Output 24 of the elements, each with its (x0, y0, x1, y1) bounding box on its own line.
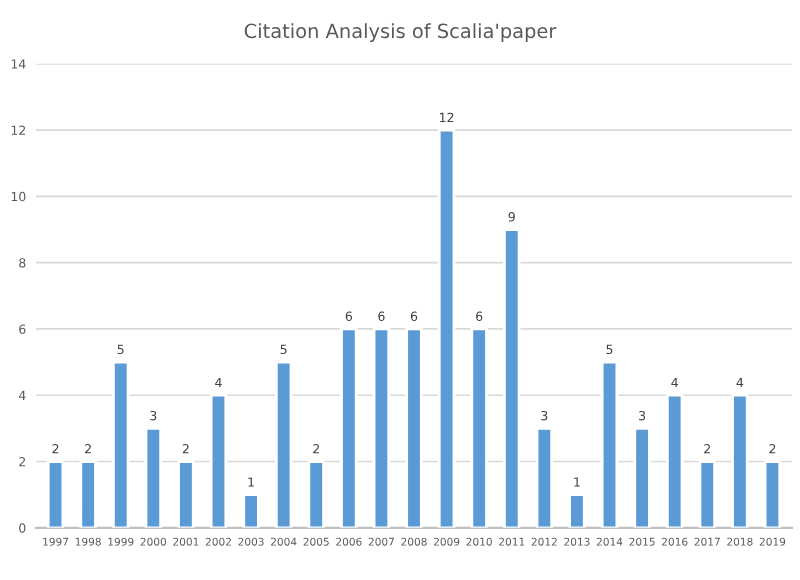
bar (242, 493, 260, 528)
bar (763, 460, 782, 528)
bar (307, 460, 325, 528)
bar (731, 393, 749, 528)
bar (46, 460, 65, 528)
bar (144, 426, 163, 528)
bar (470, 327, 488, 528)
bar (405, 327, 423, 528)
bar (177, 460, 195, 528)
bar (112, 360, 130, 528)
chart-title: Citation Analysis of Scalia'paper (244, 23, 557, 43)
bar (209, 393, 228, 528)
bar (698, 460, 716, 528)
bar (340, 327, 358, 528)
bar (503, 228, 521, 528)
bar (600, 360, 619, 528)
bar (568, 493, 586, 528)
bar (437, 128, 456, 528)
bar (372, 327, 391, 528)
bar (274, 360, 293, 528)
bar (79, 460, 97, 528)
bar (633, 426, 651, 528)
bar (665, 393, 684, 528)
bar (535, 426, 554, 528)
